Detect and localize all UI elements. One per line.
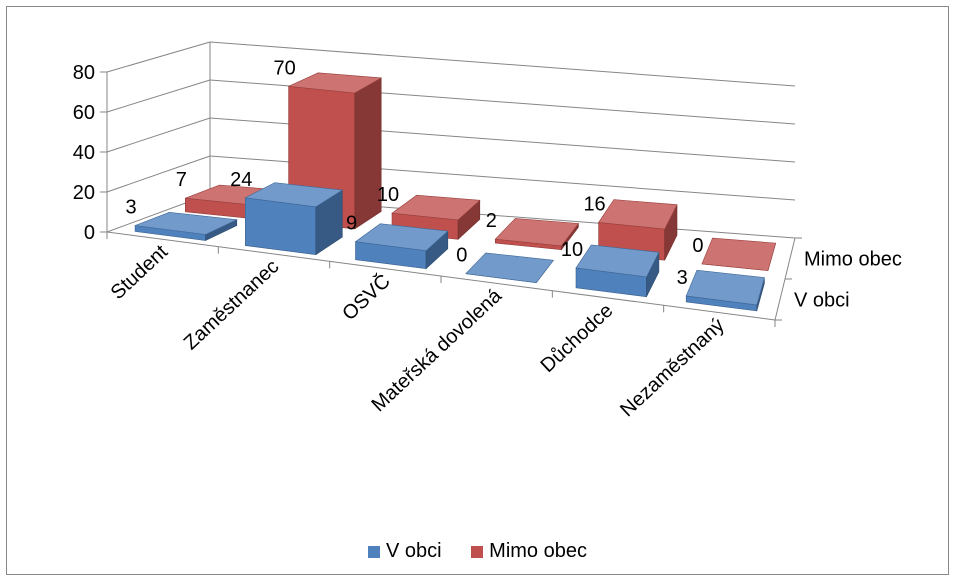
data-label-mimo-obec-osvc: 10 [377, 184, 399, 206]
chart-border [6, 6, 949, 575]
bar-top-face [494, 218, 579, 247]
y-tick-label: 20 [73, 182, 95, 204]
bar-top-face [465, 252, 554, 284]
bar-mimo-obec-nezamestnany [701, 237, 777, 271]
bar-front-face [245, 197, 317, 255]
data-label-mimo-obec-student: 7 [176, 169, 187, 191]
bar-v-obci-student [134, 211, 238, 241]
data-label-v-obci-zamestnanec: 24 [230, 169, 252, 191]
y-tick-label: 40 [73, 142, 95, 164]
bar-top-face [701, 237, 777, 271]
gridline-side [106, 155, 211, 193]
gridline-side [106, 117, 211, 153]
bar-v-obci-materska-dovolena [465, 252, 554, 284]
bar-mimo-obec-duchodce [598, 199, 678, 261]
legend-item-v-obci: V obci [368, 540, 442, 563]
bar-side-face [354, 77, 382, 230]
gridline-side [106, 41, 211, 73]
x-tick-label-nezamestnany: Nezaměstnaný [616, 314, 729, 421]
data-label-mimo-obec-materska-dovolena: 2 [486, 210, 497, 232]
gridline-back [209, 41, 796, 87]
depth-label-mimo-obec: Mimo obec [804, 249, 902, 271]
data-label-v-obci-materska-dovolena: 0 [456, 245, 467, 267]
bar-top-face [575, 244, 660, 278]
legend-swatch-v-obci [368, 545, 381, 558]
x-tick-label-zamestnanec: Zaměstnanec [180, 256, 284, 355]
legend-label-v-obci: V obci [386, 540, 442, 562]
y-tick-label: 80 [73, 62, 95, 84]
gridline-side [106, 79, 211, 113]
y-tick-label: 60 [73, 102, 95, 124]
data-label-mimo-obec-duchodce: 16 [583, 193, 605, 215]
y-tick-label: 0 [84, 222, 95, 244]
bar-top-face [287, 72, 383, 94]
bar-v-obci-zamestnanec [244, 182, 344, 256]
data-label-v-obci-student: 3 [126, 197, 137, 219]
bar-top-face [685, 269, 765, 306]
data-label-v-obci-osvc: 9 [346, 213, 357, 235]
data-label-mimo-obec-nezamestnany: 0 [692, 235, 703, 257]
bar-v-obci-osvc [354, 223, 449, 270]
x-tick-label-osvc: OSVČ [338, 270, 395, 325]
x-tick-label-student: Student [107, 241, 173, 304]
bar-top-face [134, 211, 238, 235]
bar-v-obci-duchodce [575, 244, 660, 298]
x-tick-label-duchodce: Důchodce [537, 300, 618, 378]
data-label-mimo-obec-zamestnanec: 70 [274, 57, 296, 79]
data-label-v-obci-nezamestnany: 3 [677, 267, 688, 289]
legend-swatch-mimo-obec [471, 545, 484, 558]
legend: V obci Mimo obec [0, 540, 955, 564]
bar-mimo-obec-materska-dovolena [494, 218, 579, 251]
bar-top-face [391, 194, 481, 221]
depth-label-v-obci: V obci [794, 290, 850, 312]
x-tick-label-materska-dovolena: Mateřská dovolená [367, 284, 506, 416]
data-label-v-obci-duchodce: 10 [561, 239, 583, 261]
legend-item-mimo-obec: Mimo obec [471, 540, 587, 563]
bar-top-face [354, 223, 449, 252]
bar-top-face [244, 182, 344, 208]
legend-label-mimo-obec: Mimo obec [489, 540, 587, 562]
bar-top-face [598, 199, 678, 230]
bar-v-obci-nezamestnany [685, 269, 765, 312]
